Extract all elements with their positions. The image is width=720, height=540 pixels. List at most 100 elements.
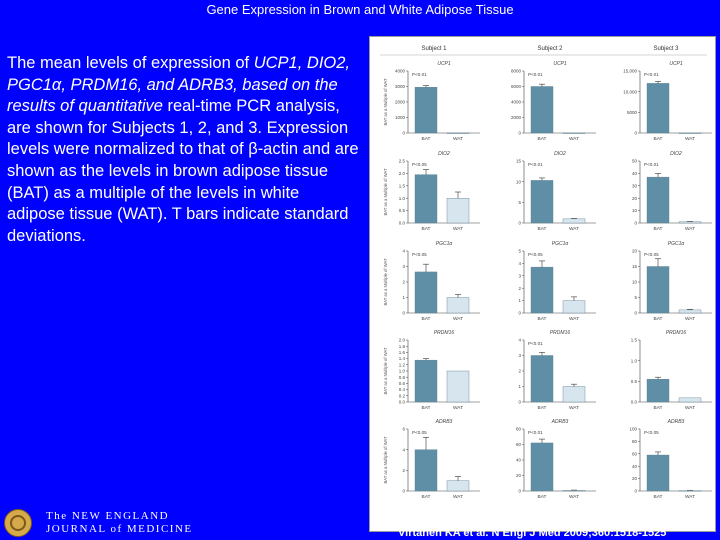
gene-label: UCP1 bbox=[553, 61, 567, 67]
y-tick-label: 1 bbox=[402, 295, 405, 300]
y-tick-label: 1.2 bbox=[399, 362, 406, 367]
bar-bat bbox=[414, 359, 438, 403]
y-tick-label: 0 bbox=[518, 489, 521, 494]
x-category-label: BAT bbox=[538, 316, 547, 322]
y-tick-label: 3 bbox=[518, 273, 521, 278]
y-tick-label: 1.0 bbox=[399, 369, 406, 374]
subject-header: Subject 3 bbox=[653, 46, 679, 52]
y-tick-label: 2 bbox=[402, 280, 405, 285]
y-tick-label: 1 bbox=[518, 384, 521, 389]
bar-bat bbox=[646, 83, 670, 134]
y-tick-label: 0 bbox=[634, 131, 637, 136]
bar-bat bbox=[646, 454, 670, 492]
y-tick-label: 4 bbox=[518, 338, 521, 343]
y-tick-label: 2.0 bbox=[399, 171, 406, 176]
subject-header: Subject 2 bbox=[537, 46, 563, 52]
x-category-label: WAT bbox=[685, 494, 695, 500]
y-tick-label: 1.8 bbox=[399, 344, 406, 349]
y-tick-label: 0.4 bbox=[399, 387, 406, 392]
y-tick-label: 3000 bbox=[395, 84, 406, 89]
gene-label: PRDM16 bbox=[666, 330, 687, 336]
y-tick-label: 15 bbox=[516, 159, 522, 164]
y-axis-label: BAT as a Multiple of WAT bbox=[383, 347, 388, 395]
y-tick-label: 8000 bbox=[511, 69, 522, 74]
x-category-label: WAT bbox=[685, 136, 695, 142]
y-tick-label: 30 bbox=[632, 183, 638, 188]
gene-label: DIO2 bbox=[438, 151, 450, 157]
x-category-label: BAT bbox=[538, 494, 547, 500]
y-tick-label: 0 bbox=[518, 221, 521, 226]
y-tick-label: 0.5 bbox=[631, 379, 638, 384]
gene-expression-chart: Subject 1 Subject 2 Subject 3 BAT as a Mult… bbox=[380, 46, 712, 500]
x-category-label: BAT bbox=[538, 136, 547, 142]
bar-wat bbox=[678, 221, 702, 224]
x-category-label: BAT bbox=[654, 316, 663, 322]
y-tick-label: 2000 bbox=[395, 100, 406, 105]
gene-label: PRDM16 bbox=[434, 330, 455, 336]
p-value-label: P<0.05 bbox=[412, 430, 427, 435]
bar-wat bbox=[446, 297, 470, 314]
gene-label: PGC1α bbox=[552, 241, 569, 247]
y-tick-label: 0 bbox=[402, 489, 405, 494]
x-category-label: WAT bbox=[685, 316, 695, 322]
bar-wat bbox=[678, 397, 702, 403]
caption-part-3: real-time PCR analysis, are shown for Su… bbox=[7, 97, 359, 245]
y-tick-label: 0.6 bbox=[399, 381, 406, 386]
y-tick-label: 40 bbox=[632, 171, 638, 176]
gene-label: DIO2 bbox=[670, 151, 682, 157]
p-value-label: P<0.05 bbox=[644, 430, 659, 435]
y-axis-label: BAT as a Multiple of WAT bbox=[383, 436, 388, 484]
bar-wat bbox=[678, 309, 702, 314]
y-tick-label: 10,000 bbox=[623, 89, 637, 94]
bar-bat bbox=[530, 86, 554, 134]
gene-label: ADRB3 bbox=[551, 419, 569, 425]
bar-wat bbox=[678, 132, 702, 134]
gene-label: PGC1α bbox=[668, 241, 685, 247]
y-tick-label: 3 bbox=[518, 353, 521, 358]
y-tick-label: 0 bbox=[518, 400, 521, 405]
y-tick-label: 4000 bbox=[395, 69, 406, 74]
gene-label: DIO2 bbox=[554, 151, 566, 157]
x-category-label: BAT bbox=[422, 494, 431, 500]
y-tick-label: 20 bbox=[516, 473, 522, 478]
y-tick-label: 1 bbox=[518, 298, 521, 303]
y-tick-label: 50 bbox=[632, 159, 638, 164]
figure-panel: Subject 1 Subject 2 Subject 3 BAT as a Mult… bbox=[369, 36, 716, 532]
y-tick-label: 80 bbox=[632, 439, 638, 444]
x-category-label: BAT bbox=[654, 494, 663, 500]
caption-part-1: The mean levels of expression of bbox=[7, 54, 254, 72]
figure-caption: The mean levels of expression of UCP1, D… bbox=[7, 53, 359, 247]
y-tick-label: 2.5 bbox=[399, 159, 406, 164]
x-category-label: WAT bbox=[453, 136, 463, 142]
y-tick-label: 10 bbox=[632, 280, 638, 285]
y-tick-label: 1.0 bbox=[399, 196, 406, 201]
p-value-label: P<0.01 bbox=[412, 72, 427, 77]
y-tick-label: 0.8 bbox=[399, 375, 406, 380]
y-tick-label: 2000 bbox=[511, 115, 522, 120]
x-category-label: WAT bbox=[685, 226, 695, 232]
p-value-label: P<0.05 bbox=[412, 252, 427, 257]
y-tick-label: 2.0 bbox=[399, 338, 406, 343]
y-tick-label: 20 bbox=[632, 476, 638, 481]
y-tick-label: 0.0 bbox=[399, 400, 406, 405]
y-tick-label: 1.5 bbox=[631, 338, 638, 343]
x-category-label: BAT bbox=[654, 405, 663, 411]
bar-wat bbox=[562, 218, 586, 224]
bar-wat bbox=[562, 132, 586, 134]
bar-bat bbox=[646, 176, 670, 224]
y-tick-label: 0 bbox=[518, 131, 521, 136]
y-tick-label: 0 bbox=[402, 311, 405, 316]
x-category-label: WAT bbox=[569, 226, 579, 232]
bar-bat bbox=[414, 271, 438, 314]
gene-label: UCP1 bbox=[669, 61, 683, 67]
gene-label: ADRB3 bbox=[667, 419, 685, 425]
bar-wat bbox=[446, 197, 470, 224]
y-tick-label: 0 bbox=[402, 131, 405, 136]
y-tick-label: 2 bbox=[518, 369, 521, 374]
gene-label: UCP1 bbox=[437, 61, 451, 67]
y-tick-label: 6000 bbox=[511, 84, 522, 89]
slide-title: Gene Expression in Brown and White Adipo… bbox=[206, 2, 514, 17]
logo-line-1: The NEW ENGLAND bbox=[46, 510, 170, 522]
x-category-label: WAT bbox=[685, 405, 695, 411]
gene-label: PGC1α bbox=[436, 241, 453, 247]
